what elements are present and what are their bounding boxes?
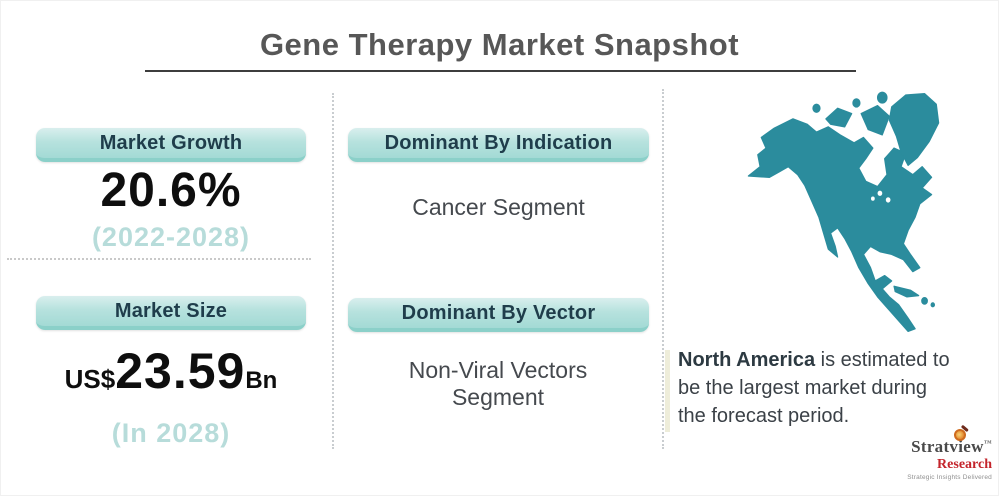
logo-brand-row: Stratview™ (911, 424, 992, 457)
dominant-vector-value: Non-Viral Vectors Segment (408, 357, 588, 410)
dominant-indication-header: Dominant By Indication (348, 128, 649, 162)
currency-prefix: US$ (64, 364, 116, 394)
logo-brand-text: Stratview (911, 437, 984, 456)
trademark-symbol: ™ (983, 438, 992, 448)
north-america-map-icon (747, 91, 940, 333)
size-number: 23.59 (115, 343, 246, 399)
market-size-value: US$ 23.59 Bn (21, 346, 321, 406)
region-accent-bar (665, 350, 670, 432)
market-size-period: (In 2028) (111, 418, 231, 448)
stratview-logo: Stratview™ Research Strategic Insights D… (886, 424, 992, 481)
dominant-vector-header: Dominant By Vector (348, 298, 649, 332)
market-size-header: Market Size (36, 296, 306, 330)
column-divider-left (332, 93, 334, 449)
title-underline (145, 70, 856, 72)
logo-tagline: Strategic Insights Delivered (907, 474, 992, 481)
market-growth-period: (2022-2028) (91, 222, 251, 252)
magnifier-icon (954, 424, 969, 441)
region-name: North America (678, 349, 816, 371)
unit-suffix: Bn (245, 367, 278, 394)
page-title: Gene Therapy Market Snapshot (259, 27, 740, 62)
map-container (746, 91, 941, 346)
magnifier-handle-icon (961, 424, 969, 432)
column-divider-right (662, 89, 664, 449)
region-summary: North America is estimated to be the lar… (678, 346, 960, 430)
market-growth-header: Market Growth (36, 128, 306, 162)
region-description: is estimated to be the largest market du… (678, 349, 950, 427)
growth-size-divider (7, 258, 311, 260)
dominant-indication-value: Cancer Segment (412, 194, 585, 220)
market-growth-value: 20.6% (100, 164, 242, 217)
logo-research-text: Research (937, 457, 992, 472)
